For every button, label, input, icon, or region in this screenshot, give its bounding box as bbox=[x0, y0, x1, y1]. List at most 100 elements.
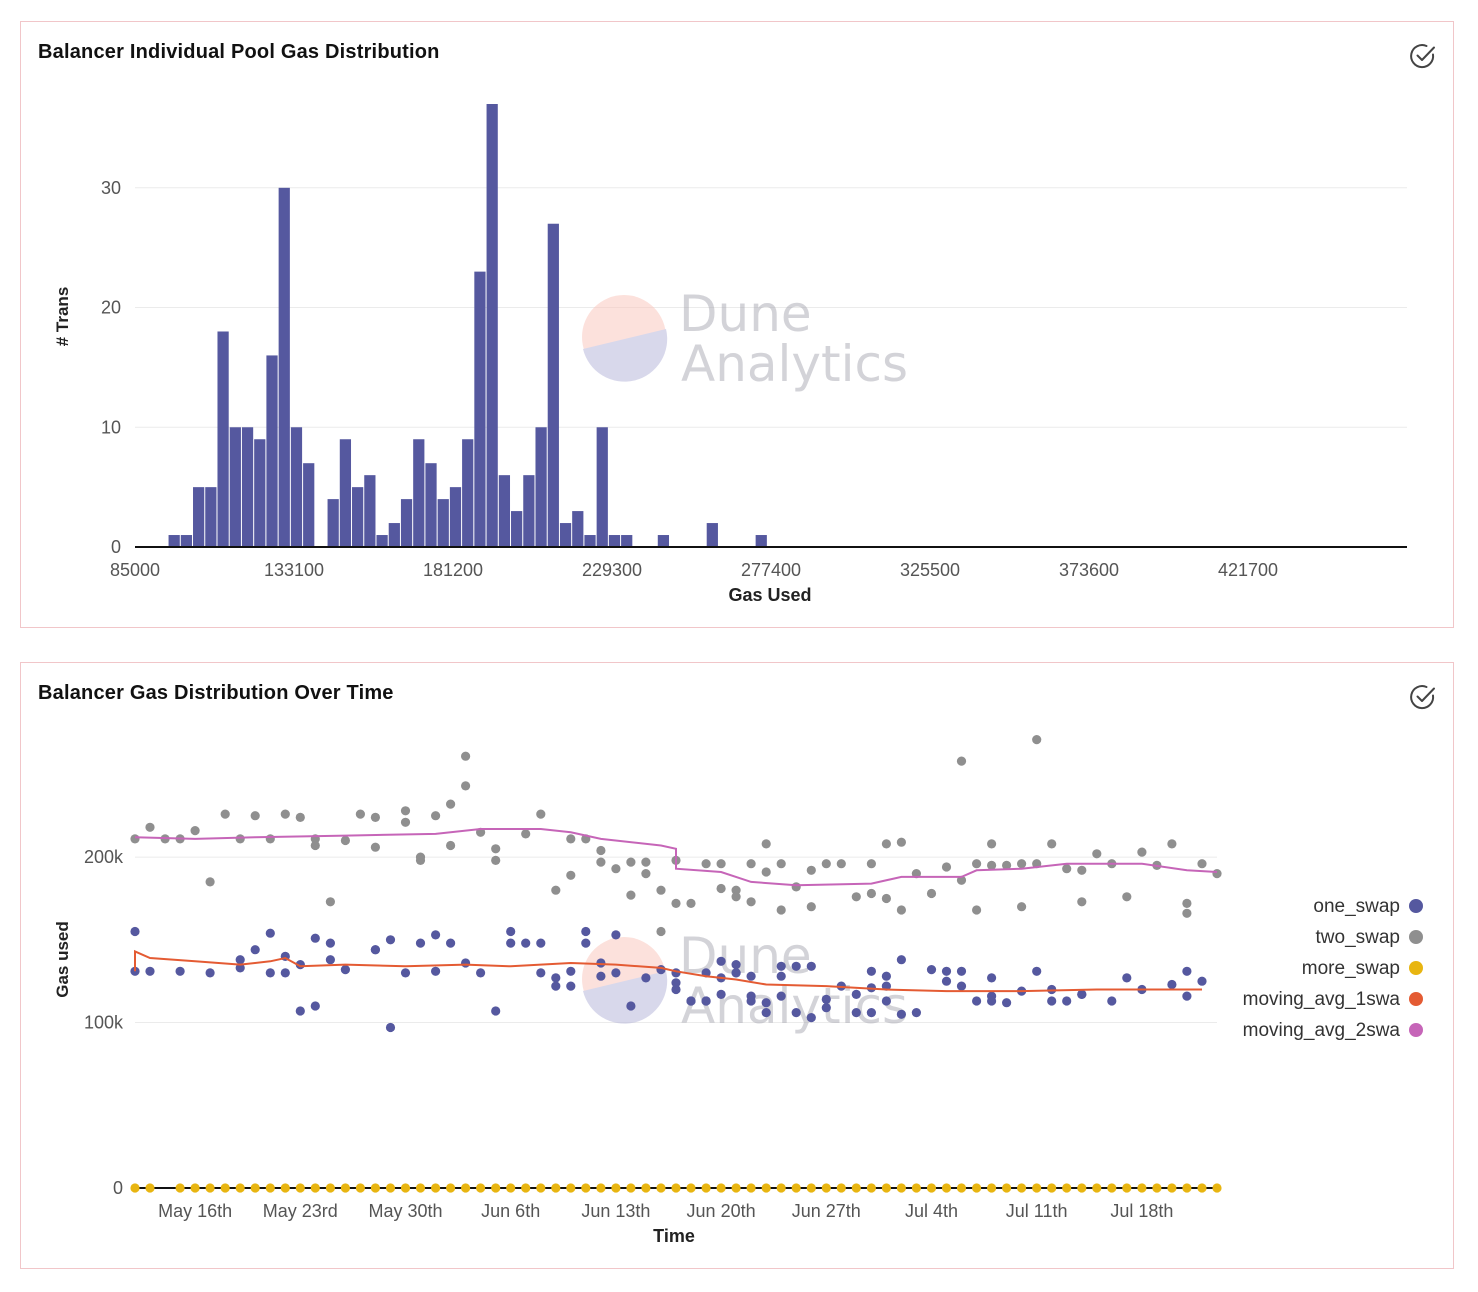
more_swap-point bbox=[250, 1183, 260, 1193]
watermark-logo-shade bbox=[583, 971, 668, 1024]
one_swap-point bbox=[431, 930, 441, 940]
two_swap-point bbox=[536, 809, 546, 819]
one_swap-point bbox=[761, 1008, 771, 1018]
two_swap-point bbox=[1077, 865, 1087, 875]
check-circle-icon[interactable] bbox=[1409, 683, 1437, 711]
legend-item-more_swap[interactable]: more_swap bbox=[1302, 958, 1423, 979]
two_swap-point bbox=[1092, 849, 1102, 859]
more_swap-point bbox=[1167, 1183, 1177, 1193]
check-circle-icon[interactable] bbox=[1409, 42, 1437, 70]
two_swap-point bbox=[1167, 839, 1177, 849]
two_swap-point bbox=[972, 859, 982, 869]
more_swap-point bbox=[310, 1183, 320, 1193]
watermark-logo-shade bbox=[583, 329, 668, 382]
more_swap-point bbox=[956, 1183, 967, 1193]
series-more_swap bbox=[130, 1183, 1222, 1193]
legend-item-moving_avg_2swap[interactable]: moving_avg_2swa bbox=[1243, 1020, 1423, 1041]
two_swap-point bbox=[611, 864, 621, 874]
two_swap-point bbox=[881, 893, 892, 904]
one_swap-point bbox=[1077, 989, 1087, 999]
two_swap-point bbox=[881, 839, 892, 849]
legend-label: two_swap bbox=[1316, 927, 1401, 948]
two_swap-point bbox=[295, 812, 305, 822]
two_swap-point bbox=[716, 859, 726, 869]
two_swap-point bbox=[190, 826, 200, 836]
more_swap-point bbox=[1212, 1183, 1222, 1193]
two_swap-point bbox=[956, 875, 967, 885]
panel-title: Balancer Individual Pool Gas Distributio… bbox=[38, 41, 440, 63]
y-tick-label: 0 bbox=[113, 1178, 123, 1198]
one_swap-point bbox=[746, 971, 756, 981]
more_swap-point bbox=[1152, 1183, 1162, 1193]
more_swap-point bbox=[701, 1183, 711, 1193]
more_swap-point bbox=[476, 1183, 486, 1193]
two_swap-point bbox=[1077, 897, 1087, 907]
more_swap-point bbox=[145, 1183, 155, 1193]
two_swap-point bbox=[566, 870, 576, 880]
one_swap-point bbox=[956, 981, 967, 991]
one_swap-point bbox=[280, 968, 290, 978]
y-tick-label: 200k bbox=[84, 847, 124, 867]
two_swap-point bbox=[491, 844, 501, 854]
series-two_swap bbox=[130, 735, 1222, 937]
one_swap-point bbox=[791, 1008, 801, 1018]
two_swap-point bbox=[776, 859, 786, 869]
two_swap-point bbox=[806, 902, 816, 912]
one_swap-point bbox=[851, 989, 861, 999]
two_swap-point bbox=[851, 892, 861, 902]
x-tick-label: May 23rd bbox=[263, 1201, 338, 1221]
one_swap-point bbox=[581, 938, 591, 948]
two_swap-point bbox=[836, 859, 846, 869]
two_swap-point bbox=[761, 867, 771, 877]
histogram-bar bbox=[364, 475, 376, 547]
one_swap-point bbox=[476, 968, 486, 978]
two_swap-point bbox=[626, 890, 636, 900]
one_swap-point bbox=[611, 930, 621, 940]
moving_avg_1swap-line bbox=[134, 949, 1202, 993]
one_swap-point bbox=[521, 938, 531, 948]
two_swap-point bbox=[1017, 859, 1027, 869]
two_swap-point bbox=[987, 839, 997, 849]
two_swap-point bbox=[731, 892, 741, 902]
more_swap-point bbox=[340, 1183, 350, 1193]
y-tick-label: 20 bbox=[101, 298, 121, 318]
one_swap-point bbox=[1062, 996, 1072, 1006]
histogram-bar bbox=[449, 487, 462, 547]
x-tick-label: 421700 bbox=[1218, 560, 1278, 580]
x-tick-label: May 30th bbox=[368, 1201, 442, 1221]
more_swap-point bbox=[551, 1183, 561, 1193]
one_swap-point bbox=[1167, 979, 1177, 990]
watermark-line1: Dune bbox=[679, 285, 812, 343]
histogram-bar bbox=[352, 487, 364, 547]
more_swap-point bbox=[325, 1183, 335, 1193]
x-axis-title: Time bbox=[653, 1226, 695, 1246]
two_swap-point bbox=[370, 842, 380, 852]
two_swap-point bbox=[280, 809, 290, 819]
more_swap-point bbox=[265, 1183, 275, 1193]
one_swap-point bbox=[626, 1001, 636, 1011]
x-tick-label: 325500 bbox=[900, 560, 960, 580]
more_swap-point bbox=[821, 1183, 831, 1193]
legend-item-two_swap[interactable]: two_swap bbox=[1316, 927, 1424, 948]
one_swap-point bbox=[1197, 976, 1207, 986]
one_swap-point bbox=[325, 938, 335, 948]
two_swap-point bbox=[896, 905, 907, 915]
two_swap-point bbox=[415, 855, 426, 865]
legend-item-one_swap[interactable]: one_swap bbox=[1313, 896, 1423, 917]
one_swap-point bbox=[701, 996, 711, 1006]
one_swap-point bbox=[866, 966, 877, 976]
two_swap-point bbox=[746, 897, 756, 907]
legend-label: more_swap bbox=[1302, 958, 1400, 979]
more_swap-point bbox=[491, 1183, 501, 1193]
more_swap-point bbox=[776, 1183, 786, 1193]
legend-label: moving_avg_2swa bbox=[1243, 1020, 1401, 1041]
x-tick-label: Jun 13th bbox=[581, 1201, 650, 1221]
more_swap-point bbox=[881, 1183, 892, 1193]
more_swap-point bbox=[355, 1183, 365, 1193]
more_swap-point bbox=[506, 1183, 516, 1193]
legend-item-moving_avg_1swap[interactable]: moving_avg_1swa bbox=[1243, 989, 1423, 1010]
more_swap-point bbox=[1122, 1183, 1132, 1193]
one_swap-point bbox=[926, 965, 937, 975]
x-tick-label: 373600 bbox=[1059, 560, 1119, 580]
x-tick-label: Jun 6th bbox=[481, 1201, 540, 1221]
